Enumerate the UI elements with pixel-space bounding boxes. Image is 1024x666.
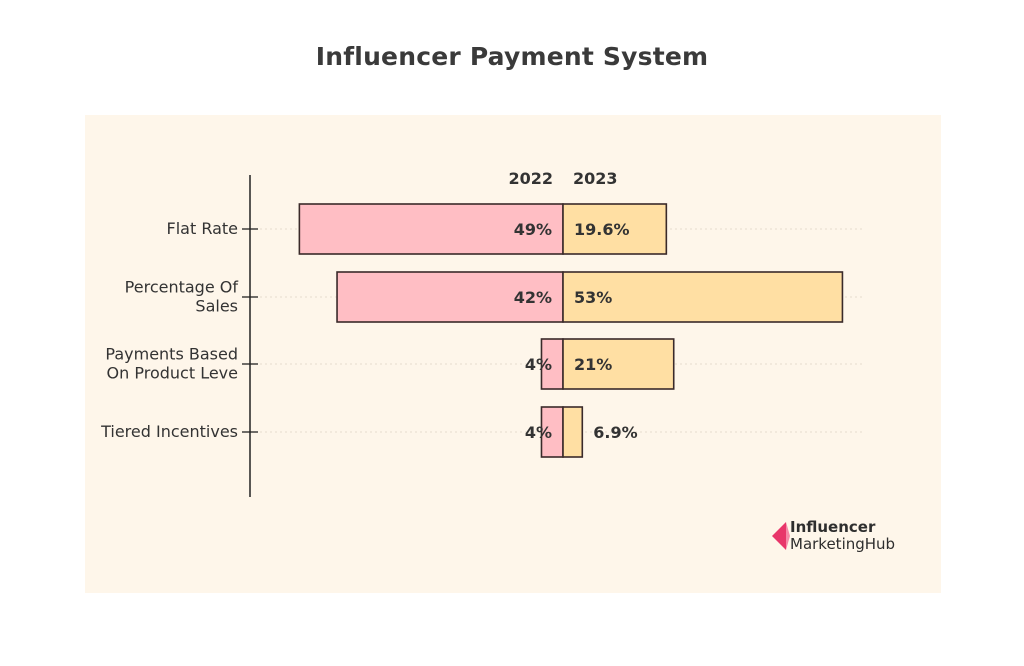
category-label: Payments Based On Product Leve bbox=[105, 345, 238, 383]
chart-title: Influencer Payment System bbox=[315, 42, 709, 71]
logo-word-marketinghub: MarketingHub bbox=[790, 535, 895, 553]
data-label-2022: 49% bbox=[514, 220, 552, 239]
influencer-marketing-hub-logo-icon bbox=[772, 522, 790, 550]
bar-2022 bbox=[298, 203, 564, 255]
category-label: Percentage Of Sales bbox=[125, 278, 239, 316]
data-label-2022: 4% bbox=[525, 355, 552, 374]
logo-word-marketing: Marketing bbox=[790, 535, 865, 553]
data-label-2023: 53% bbox=[574, 288, 612, 307]
logo-word-hub: Hub bbox=[864, 535, 896, 553]
series-label-2023: 2023 bbox=[573, 169, 618, 188]
bar-2023 bbox=[562, 338, 675, 390]
data-label-2023: 21% bbox=[574, 355, 612, 374]
bar-2022 bbox=[336, 271, 564, 323]
category-label: Flat Rate bbox=[167, 219, 239, 238]
data-label-2023: 19.6% bbox=[574, 220, 630, 239]
chart-panel bbox=[85, 115, 941, 593]
data-label-2022: 42% bbox=[514, 288, 552, 307]
data-label-2023: 6.9% bbox=[593, 423, 637, 442]
logo-word-influencer: Influencer bbox=[790, 518, 876, 536]
bar-2023 bbox=[562, 203, 668, 255]
bar-2023 bbox=[562, 406, 584, 458]
bar-2023 bbox=[562, 271, 844, 323]
series-label-2022: 2022 bbox=[508, 169, 553, 188]
category-label: Tiered Incentives bbox=[100, 422, 238, 441]
data-label-2022: 4% bbox=[525, 423, 552, 442]
